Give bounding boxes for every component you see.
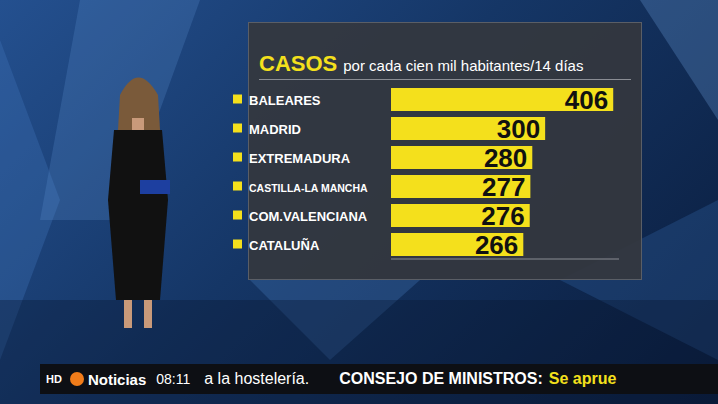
svg-text:BALEARES: BALEARES [249,93,321,108]
svg-text:406: 406 [565,85,608,115]
svg-text:266: 266 [475,230,518,260]
svg-text:276: 276 [481,201,524,231]
html-text:HD: HD [46,373,62,385]
html-text:CASOS por cada cien mil habita: CASOS por cada cien mil habitantes/14 dí… [259,51,584,76]
html-text:08:11: 08:11 [156,371,191,387]
svg-text:CASTILLA-LA MANCHA: CASTILLA-LA MANCHA [249,182,368,194]
svg-text:277: 277 [482,172,525,202]
svg-text:MADRID: MADRID [249,122,301,137]
svg-text:EXTREMADURA: EXTREMADURA [249,151,351,166]
svg-text:300: 300 [497,114,540,144]
html-text:CONSEJO DE MINISTROS: Se aprue: CONSEJO DE MINISTROS: Se aprue [339,370,617,387]
svg-text:COM.VALENCIANA: COM.VALENCIANA [249,209,368,224]
html-text:a la hostelería.: a la hostelería. [204,370,310,387]
svg-text:280: 280 [484,143,527,173]
svg-text:CATALUÑA: CATALUÑA [249,238,320,253]
html-text:Noticias: Noticias [87,370,147,388]
